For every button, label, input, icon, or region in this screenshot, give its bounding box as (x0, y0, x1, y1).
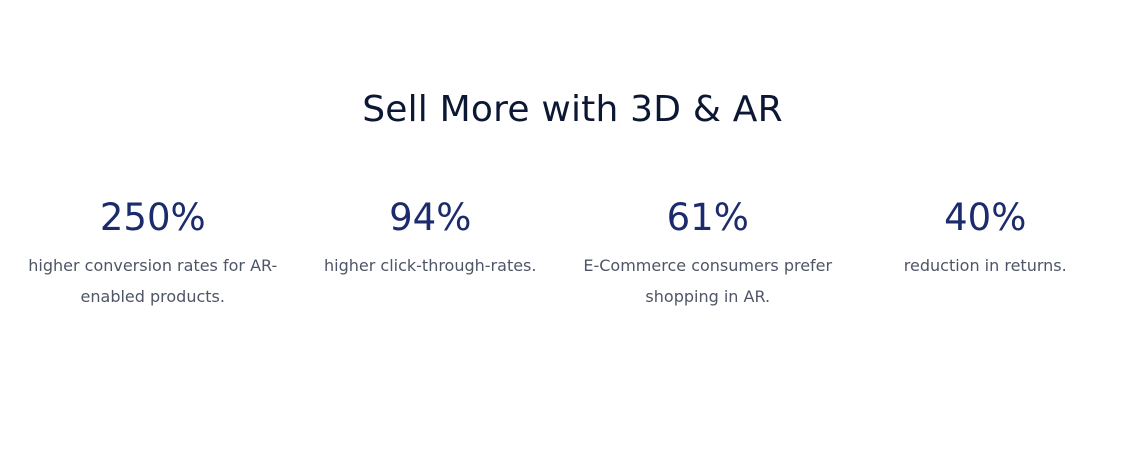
stat-item: 40% reduction in returns. (847, 193, 1125, 312)
stat-item: 250% higher conversion rates for AR-enabl… (14, 193, 292, 312)
section-title: Sell More with 3D & AR (362, 89, 783, 130)
stat-description: reduction in returns. (903, 256, 1067, 275)
stat-description: higher conversion rates for AR-enabled p… (28, 256, 278, 306)
stat-description: E-Commerce consumers prefer shopping in … (583, 256, 833, 306)
stat-value: 250% (99, 196, 206, 239)
stat-value: 40% (944, 196, 1027, 239)
stat-item: 94% higher click-through-rates. (292, 193, 570, 312)
stat-item: 61% E-Commerce consumers prefer shopping … (569, 193, 847, 312)
stat-value: 61% (666, 196, 749, 239)
stat-description: higher click-through-rates. (324, 256, 537, 275)
stats-row: 250% higher conversion rates for AR-enabl… (14, 193, 1124, 312)
stat-value: 94% (389, 196, 472, 239)
